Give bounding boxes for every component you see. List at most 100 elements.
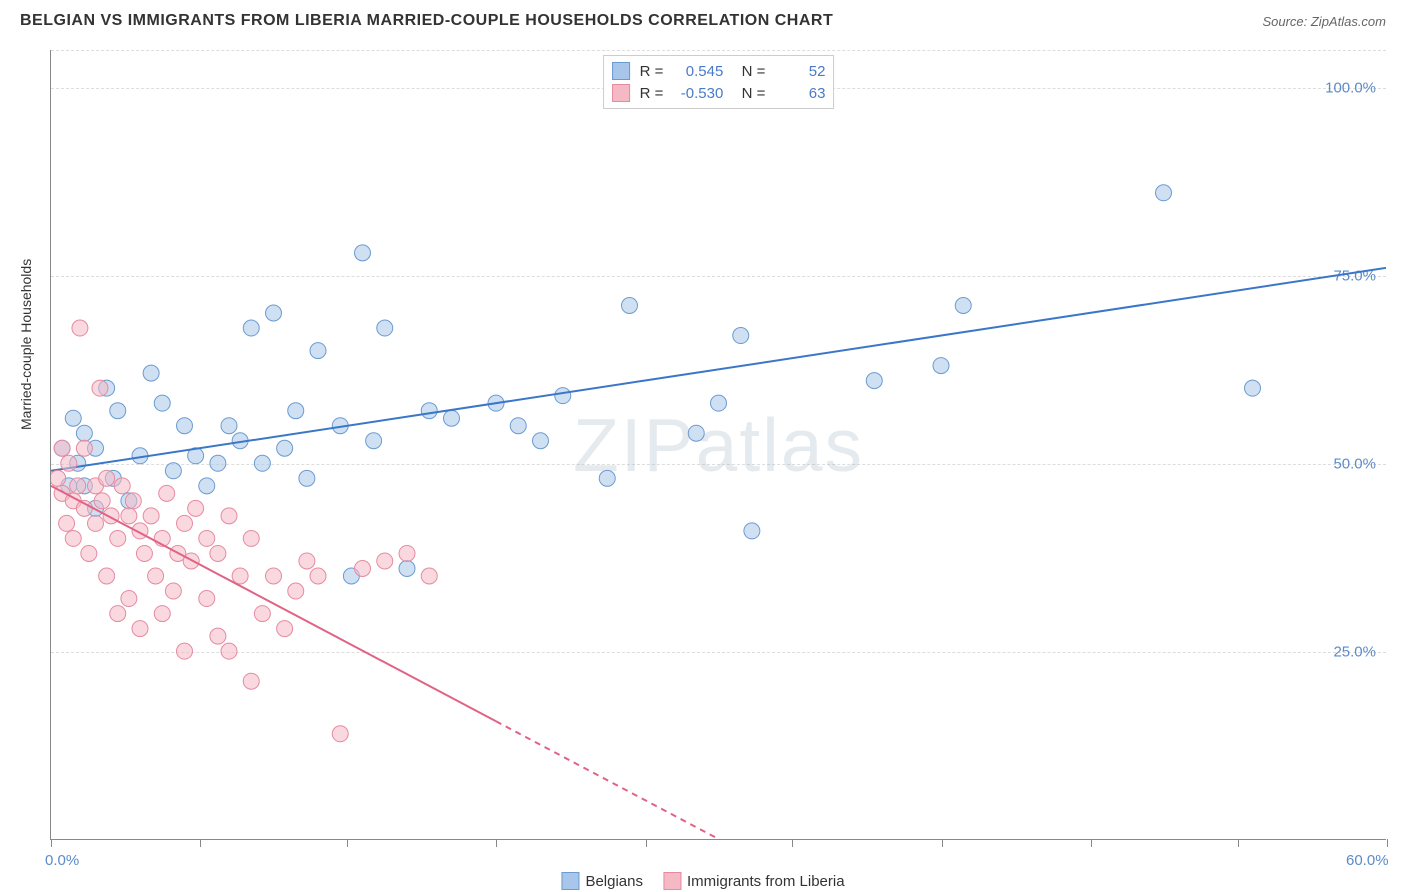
data-point (733, 328, 749, 344)
data-point (866, 373, 882, 389)
data-point (99, 470, 115, 486)
data-point (421, 568, 437, 584)
legend-item: Immigrants from Liberia (663, 872, 845, 890)
data-point (254, 606, 270, 622)
x-tick (1091, 839, 1092, 847)
data-point (299, 470, 315, 486)
data-point (76, 425, 92, 441)
data-point (332, 726, 348, 742)
data-point (221, 508, 237, 524)
plot-area: ZIPatlas R =0.545 N =52R =-0.530 N =63 2… (50, 50, 1386, 840)
legend-label: Belgians (585, 873, 643, 890)
stats-legend-row: R =0.545 N =52 (612, 60, 826, 82)
data-point (243, 530, 259, 546)
data-point (210, 455, 226, 471)
data-point (232, 568, 248, 584)
legend-item: Belgians (561, 872, 643, 890)
data-point (188, 500, 204, 516)
data-point (1156, 185, 1172, 201)
data-point (94, 493, 110, 509)
data-point (59, 515, 75, 531)
data-point (533, 433, 549, 449)
data-point (243, 320, 259, 336)
data-point (177, 418, 193, 434)
stat-n-value: 52 (775, 63, 825, 80)
data-point (199, 591, 215, 607)
legend-swatch (612, 84, 630, 102)
data-point (99, 568, 115, 584)
data-point (143, 508, 159, 524)
trend-line (51, 268, 1386, 471)
data-point (199, 530, 215, 546)
data-point (299, 553, 315, 569)
data-point (599, 470, 615, 486)
data-point (266, 568, 282, 584)
scatter-svg (51, 50, 1386, 839)
data-point (399, 560, 415, 576)
data-point (110, 606, 126, 622)
data-point (65, 410, 81, 426)
data-point (81, 545, 97, 561)
data-point (143, 365, 159, 381)
stat-r-value: 0.545 (673, 63, 723, 80)
data-point (243, 673, 259, 689)
data-point (277, 440, 293, 456)
data-point (399, 545, 415, 561)
data-point (154, 606, 170, 622)
data-point (688, 425, 704, 441)
data-point (61, 455, 77, 471)
legend-label: Immigrants from Liberia (687, 873, 845, 890)
data-point (165, 583, 181, 599)
stat-r-label: R = (640, 85, 664, 102)
chart-title: BELGIAN VS IMMIGRANTS FROM LIBERIA MARRI… (20, 12, 833, 30)
data-point (92, 380, 108, 396)
data-point (355, 560, 371, 576)
stat-r-value: -0.530 (673, 85, 723, 102)
data-point (444, 410, 460, 426)
x-tick (792, 839, 793, 847)
data-point (310, 343, 326, 359)
data-point (1245, 380, 1261, 396)
data-point (154, 395, 170, 411)
data-point (266, 305, 282, 321)
data-point (177, 643, 193, 659)
series-legend: Belgians Immigrants from Liberia (561, 872, 844, 890)
data-point (88, 515, 104, 531)
data-point (159, 485, 175, 501)
data-point (711, 395, 727, 411)
x-tick (942, 839, 943, 847)
data-point (310, 568, 326, 584)
stat-n-value: 63 (775, 85, 825, 102)
data-point (277, 621, 293, 637)
data-point (355, 245, 371, 261)
data-point (65, 530, 81, 546)
x-tick (347, 839, 348, 847)
stats-legend: R =0.545 N =52R =-0.530 N =63 (603, 55, 835, 109)
data-point (933, 358, 949, 374)
data-point (210, 628, 226, 644)
x-tick (51, 839, 52, 847)
data-point (125, 493, 141, 509)
trend-line (51, 486, 496, 721)
data-point (221, 418, 237, 434)
legend-swatch (561, 872, 579, 890)
data-point (165, 463, 181, 479)
data-point (110, 403, 126, 419)
data-point (210, 545, 226, 561)
data-point (76, 440, 92, 456)
x-tick (200, 839, 201, 847)
data-point (132, 621, 148, 637)
legend-swatch (663, 872, 681, 890)
data-point (121, 508, 137, 524)
data-point (288, 583, 304, 599)
data-point (221, 643, 237, 659)
data-point (148, 568, 164, 584)
x-tick (1387, 839, 1388, 847)
data-point (254, 455, 270, 471)
data-point (288, 403, 304, 419)
data-point (510, 418, 526, 434)
source-attribution: Source: ZipAtlas.com (1262, 14, 1386, 29)
y-axis-label: Married-couple Households (18, 259, 34, 430)
x-tick (1238, 839, 1239, 847)
stat-n-label: N = (733, 63, 765, 80)
